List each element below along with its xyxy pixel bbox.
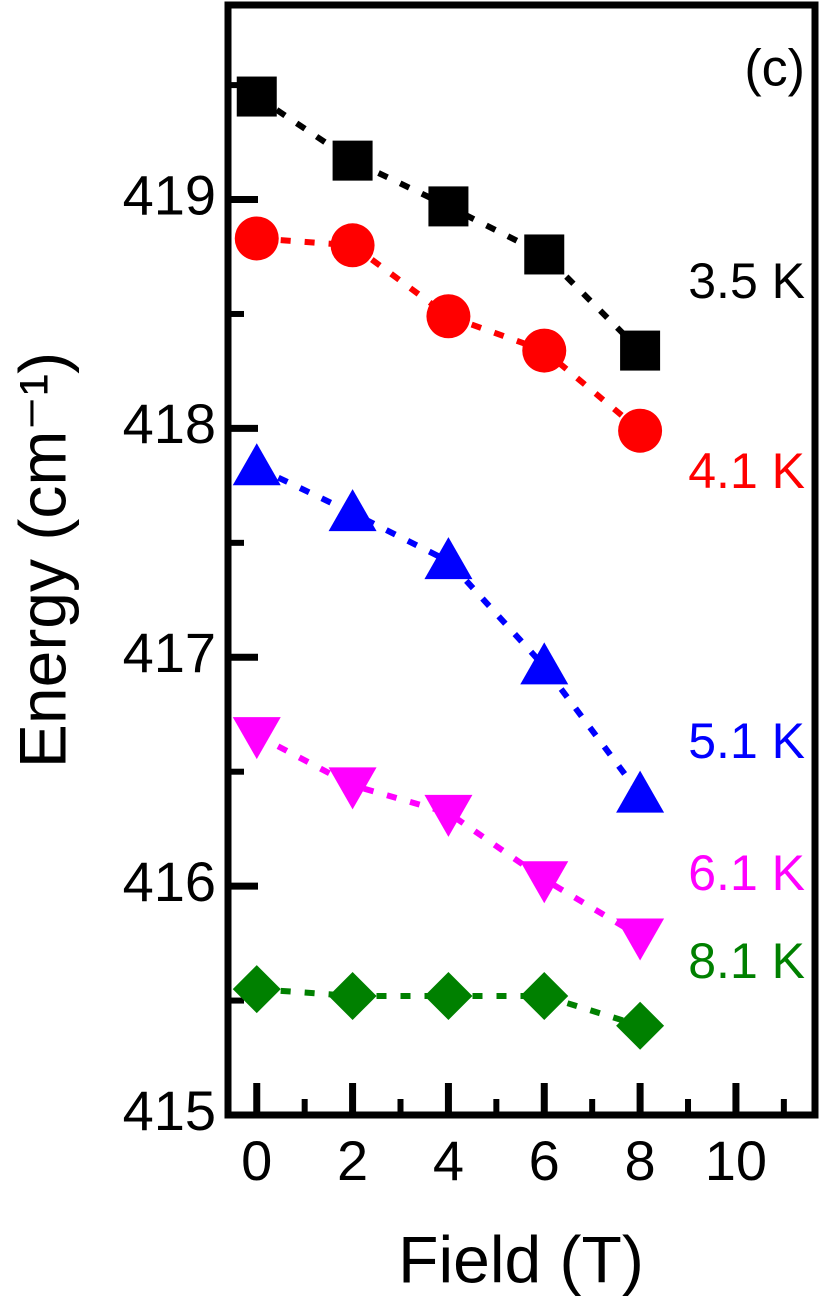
y-axis-label: Energy (cm⁻¹)	[5, 352, 79, 768]
marker	[428, 186, 469, 227]
marker	[332, 140, 373, 181]
marker	[328, 489, 377, 532]
marker	[520, 861, 569, 904]
y-tick-label: 417	[123, 621, 216, 684]
panel-label: (c)	[744, 40, 805, 98]
y-tick-label: 419	[123, 163, 216, 226]
legend-label: 5.1 K	[688, 713, 805, 769]
marker	[234, 216, 279, 261]
marker	[520, 642, 569, 685]
x-tick-label: 0	[241, 1129, 272, 1192]
marker	[424, 537, 473, 580]
marker	[232, 965, 281, 1014]
plot-frame	[224, 1, 819, 1119]
marker	[616, 1001, 665, 1050]
legend-label: 4.1 K	[688, 443, 805, 499]
marker	[328, 767, 377, 810]
marker	[236, 76, 277, 117]
marker	[618, 408, 663, 453]
legend-label: 8.1 K	[688, 933, 805, 989]
marker	[524, 234, 565, 275]
marker	[620, 330, 661, 371]
x-axis-label: Field (T)	[398, 1222, 644, 1296]
series-line	[255, 732, 642, 940]
series-line	[256, 986, 641, 1029]
marker	[424, 794, 473, 837]
marker	[616, 770, 665, 813]
marker	[424, 971, 473, 1020]
x-tick-label: 2	[337, 1129, 368, 1192]
marker	[330, 223, 375, 268]
y-tick-label: 418	[123, 392, 216, 455]
legend-label: 3.5 K	[688, 253, 805, 309]
x-tick-label: 6	[529, 1129, 560, 1192]
marker	[232, 443, 281, 486]
marker	[616, 918, 665, 961]
marker	[232, 717, 281, 760]
x-tick-label: 4	[433, 1129, 464, 1192]
y-tick-label: 416	[123, 850, 216, 913]
x-tick-label: 8	[625, 1129, 656, 1192]
legend-label: 6.1 K	[688, 845, 805, 901]
x-tick-label: 10	[705, 1129, 767, 1192]
series-line	[255, 464, 643, 797]
marker	[328, 971, 377, 1020]
marker	[522, 328, 567, 373]
marker	[426, 294, 471, 339]
marker	[520, 971, 569, 1020]
y-tick-label: 415	[123, 1079, 216, 1142]
